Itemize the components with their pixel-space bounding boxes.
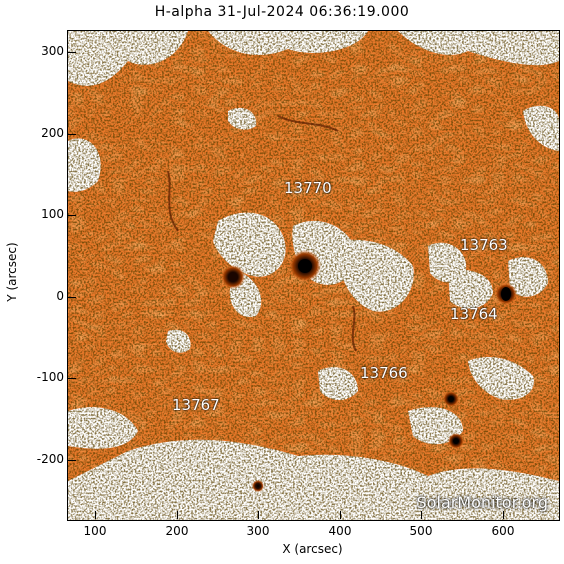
- active-region-label-13764: 13764: [450, 305, 498, 323]
- x-tick-label: 600: [491, 524, 515, 538]
- active-region-label-13763: 13763: [460, 236, 508, 254]
- y-tick-mark: [68, 460, 76, 461]
- solar-image-frame: 13770 13763 13764 13766 13767: [67, 30, 560, 521]
- x-tick-label: 500: [409, 524, 433, 538]
- sunspots: [221, 250, 517, 492]
- x-tick-mark: [340, 511, 341, 519]
- x-tick-mark: [177, 511, 178, 519]
- x-tick-label: 400: [328, 524, 352, 538]
- active-region-label-13770: 13770: [284, 179, 332, 197]
- x-tick-label: 300: [246, 524, 270, 538]
- x-tick-mark: [258, 511, 259, 519]
- y-tick-mark: [68, 378, 76, 379]
- x-tick-mark: [95, 511, 96, 519]
- y-tick-mark: [68, 297, 76, 298]
- x-tick-mark: [503, 511, 504, 519]
- y-tick-mark: [68, 52, 76, 53]
- image-title: H-alpha 31-Jul-2024 06:36:19.000: [154, 4, 410, 20]
- y-tick-label: 200: [41, 126, 64, 140]
- y-tick-label: 100: [41, 207, 64, 221]
- x-axis-label: X (arcsec): [282, 542, 343, 556]
- x-tick-label: 100: [83, 524, 107, 538]
- y-tick-label: 300: [41, 44, 64, 58]
- h-alpha-solar-image: [68, 31, 559, 520]
- x-tick-mark: [421, 511, 422, 519]
- x-tick-label: 200: [165, 524, 189, 538]
- y-tick-label: -100: [36, 370, 64, 384]
- y-tick-mark: [68, 215, 76, 216]
- active-region-label-13767: 13767: [172, 396, 220, 414]
- y-tick-label: 0: [56, 289, 64, 303]
- y-tick-label: -200: [36, 452, 64, 466]
- filaments: [167, 115, 357, 352]
- solarmonitor-watermark: SolarMonitor.org: [416, 493, 548, 512]
- y-tick-mark: [68, 134, 76, 135]
- active-region-label-13766: 13766: [360, 364, 408, 382]
- y-axis-label: Y (arcsec): [5, 242, 19, 302]
